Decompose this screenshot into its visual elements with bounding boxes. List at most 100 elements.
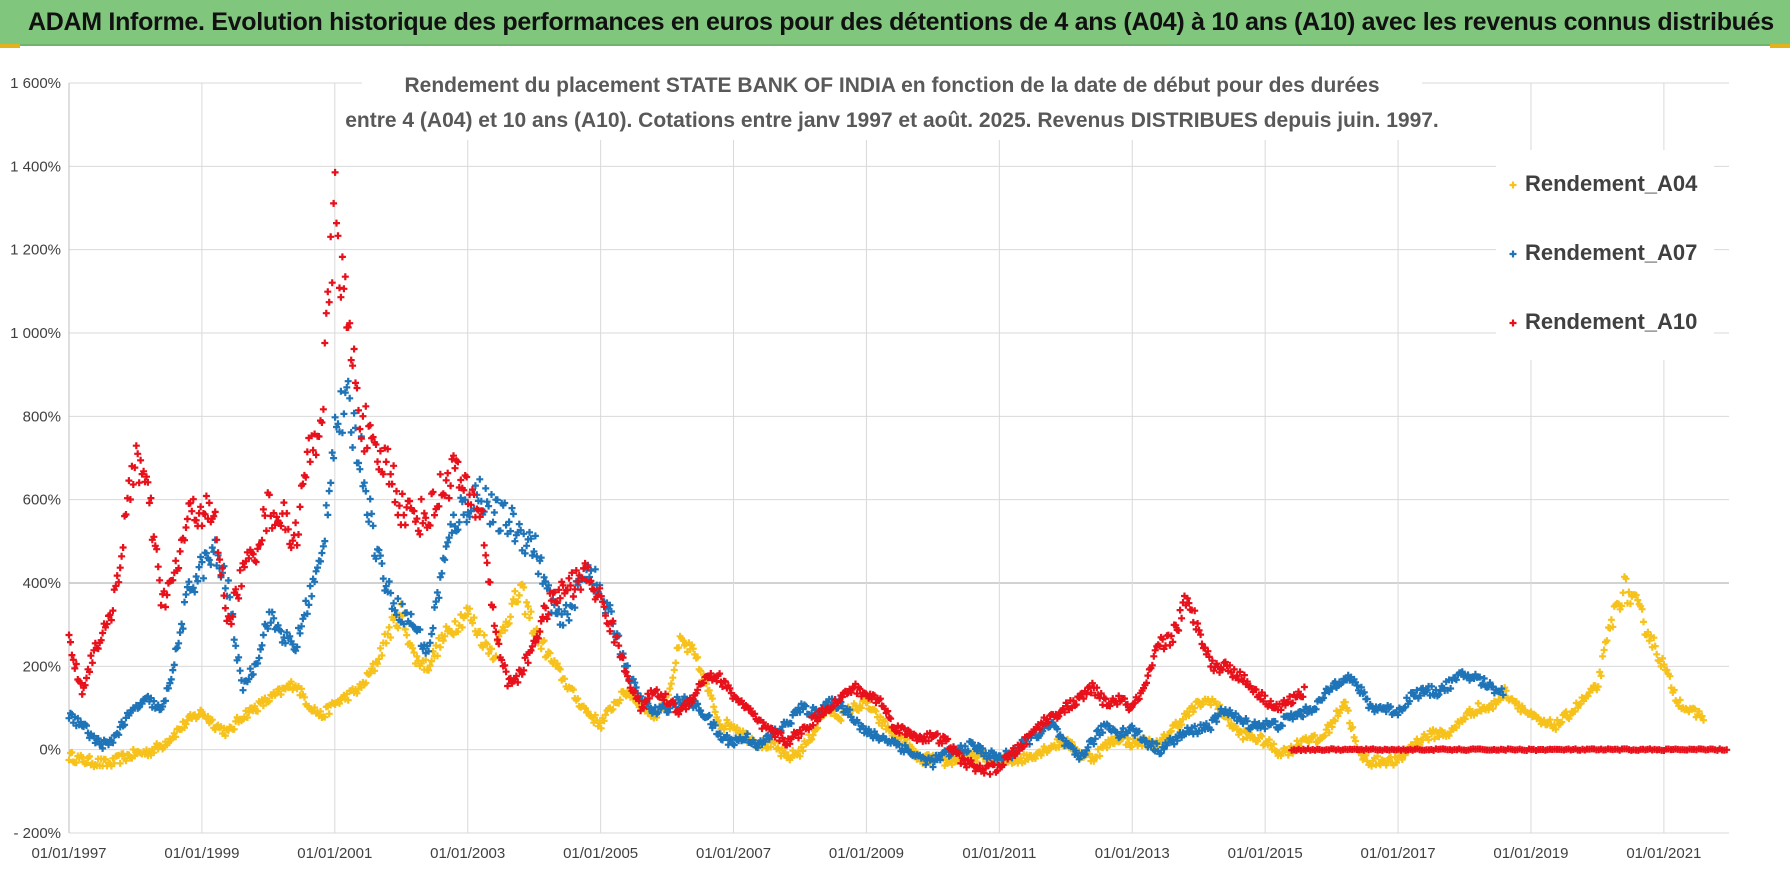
data-point xyxy=(197,553,205,561)
data-point xyxy=(564,610,571,618)
data-point xyxy=(259,702,267,710)
data-point xyxy=(1202,720,1210,728)
data-point xyxy=(183,515,191,523)
data-point xyxy=(1183,594,1191,602)
data-point xyxy=(1382,708,1390,716)
data-point xyxy=(1227,720,1235,727)
data-point xyxy=(1178,614,1186,622)
data-point xyxy=(1143,679,1150,687)
data-point xyxy=(1338,702,1346,710)
data-point xyxy=(980,769,988,777)
data-point xyxy=(1045,718,1052,726)
data-point xyxy=(259,631,267,639)
data-point xyxy=(837,717,845,725)
data-point xyxy=(707,670,715,677)
data-point xyxy=(1107,735,1115,743)
y-axis-tick-labels: - 200% 0% 200% 400% 600% 800% 1 000% 1 200% 1 40… xyxy=(10,75,61,842)
data-point xyxy=(201,510,209,518)
data-point xyxy=(489,518,497,526)
data-point xyxy=(309,446,317,454)
data-point xyxy=(1409,689,1417,696)
data-point xyxy=(675,644,683,652)
data-point xyxy=(1191,704,1199,712)
data-point xyxy=(1651,642,1659,650)
data-point xyxy=(1363,695,1371,703)
data-point xyxy=(458,623,466,631)
data-point xyxy=(344,323,352,331)
data-point xyxy=(189,584,197,592)
data-point xyxy=(219,564,226,572)
data-point xyxy=(600,717,608,725)
data-point xyxy=(1413,686,1421,694)
data-point xyxy=(327,479,335,487)
data-point xyxy=(540,637,548,645)
x-tick-label: 01/01/2007 xyxy=(696,845,771,862)
data-point xyxy=(887,715,895,723)
data-point xyxy=(694,653,702,661)
data-point xyxy=(1265,736,1273,744)
data-point xyxy=(340,410,348,418)
data-point xyxy=(1640,618,1647,626)
data-point xyxy=(81,681,89,689)
data-point xyxy=(454,458,462,466)
data-point xyxy=(666,685,674,693)
data-point xyxy=(1252,686,1260,694)
data-point xyxy=(520,530,528,538)
data-point xyxy=(264,625,272,633)
data-point xyxy=(400,511,408,519)
data-point xyxy=(385,623,393,631)
data-point xyxy=(1341,698,1349,706)
data-point xyxy=(296,503,304,511)
data-point xyxy=(1425,736,1433,744)
data-point xyxy=(438,569,446,577)
data-point xyxy=(236,667,244,675)
data-point xyxy=(1600,646,1608,654)
data-point xyxy=(1666,672,1674,680)
data-point xyxy=(379,470,387,478)
data-point xyxy=(802,702,810,710)
data-point xyxy=(613,633,621,641)
data-point xyxy=(224,577,232,584)
data-point xyxy=(347,428,355,436)
data-point xyxy=(1116,733,1124,741)
data-point xyxy=(622,668,630,676)
data-point xyxy=(596,719,604,727)
data-point xyxy=(591,565,599,573)
data-point xyxy=(993,767,1001,775)
data-point xyxy=(72,759,80,767)
data-point xyxy=(689,695,697,703)
data-point xyxy=(317,708,324,715)
data-point xyxy=(493,636,501,644)
data-point xyxy=(1428,682,1436,690)
data-point xyxy=(181,598,188,606)
x-tick-label: 01/01/2011 xyxy=(962,845,1036,862)
data-point xyxy=(838,702,846,710)
data-point xyxy=(428,630,436,638)
data-point xyxy=(454,526,462,534)
data-point xyxy=(1571,708,1579,715)
chart-subtitle-line-2: entre 4 (A04) et 10 ans (A10). Cotations… xyxy=(345,109,1439,132)
data-point xyxy=(857,704,865,712)
data-point xyxy=(1431,735,1438,743)
data-point xyxy=(667,680,675,688)
data-point xyxy=(591,711,599,719)
x-tick-label: 01/01/2021 xyxy=(1626,845,1701,862)
data-point xyxy=(1243,678,1251,686)
data-point xyxy=(723,731,731,739)
data-point xyxy=(303,610,311,618)
data-point xyxy=(705,686,713,694)
data-point xyxy=(795,734,802,742)
data-point xyxy=(457,494,465,502)
data-point xyxy=(846,706,854,714)
data-point xyxy=(271,521,279,529)
data-point xyxy=(143,473,150,481)
data-point xyxy=(433,589,441,596)
data-point xyxy=(107,616,115,624)
data-point xyxy=(464,610,472,618)
data-point xyxy=(501,626,509,634)
data-point xyxy=(1625,588,1633,596)
data-points xyxy=(65,168,1731,778)
data-point xyxy=(287,678,295,686)
data-point xyxy=(333,219,340,227)
data-point xyxy=(662,690,669,698)
